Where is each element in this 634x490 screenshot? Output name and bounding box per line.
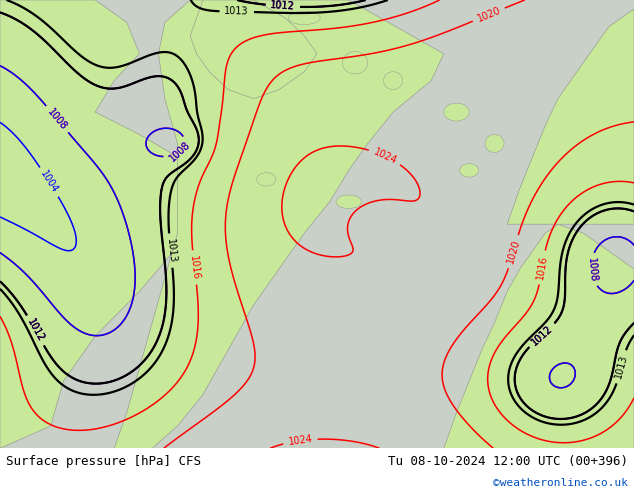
Text: ©weatheronline.co.uk: ©weatheronline.co.uk: [493, 477, 628, 488]
Text: 1008: 1008: [46, 106, 69, 132]
Text: 1024: 1024: [287, 434, 313, 447]
Text: 1008: 1008: [586, 257, 598, 282]
Text: 1012: 1012: [270, 0, 295, 12]
Text: 1008: 1008: [46, 106, 69, 132]
Text: 1012: 1012: [529, 323, 554, 347]
Ellipse shape: [342, 51, 368, 74]
Text: 1008: 1008: [586, 257, 598, 282]
Text: 1012: 1012: [25, 317, 46, 343]
Text: 1012: 1012: [529, 323, 554, 347]
Text: 1012: 1012: [270, 0, 295, 12]
Polygon shape: [0, 0, 190, 448]
Text: 1013: 1013: [224, 6, 249, 17]
Ellipse shape: [384, 72, 403, 90]
Text: Tu 08-10-2024 12:00 UTC (00+396): Tu 08-10-2024 12:00 UTC (00+396): [387, 455, 628, 468]
Text: 1012: 1012: [529, 323, 554, 347]
Text: 1020: 1020: [476, 5, 502, 24]
Polygon shape: [507, 9, 634, 224]
Text: 1016: 1016: [535, 254, 549, 280]
Text: 1020: 1020: [505, 239, 522, 265]
Text: 1024: 1024: [372, 147, 398, 166]
Ellipse shape: [257, 172, 276, 186]
Text: 1008: 1008: [167, 140, 192, 164]
Text: 1016: 1016: [188, 255, 201, 280]
Ellipse shape: [336, 195, 361, 208]
Text: 1013: 1013: [613, 354, 630, 380]
Text: 1013: 1013: [164, 238, 177, 263]
Ellipse shape: [444, 103, 469, 121]
Text: 1012: 1012: [25, 317, 46, 343]
Ellipse shape: [288, 11, 320, 24]
Text: 1004: 1004: [39, 169, 60, 195]
Text: 1012: 1012: [270, 0, 295, 12]
Polygon shape: [444, 224, 634, 448]
Polygon shape: [114, 0, 444, 448]
Text: Surface pressure [hPa] CFS: Surface pressure [hPa] CFS: [6, 455, 202, 468]
Ellipse shape: [460, 164, 479, 177]
Text: 1012: 1012: [25, 317, 46, 343]
Polygon shape: [190, 0, 317, 98]
Text: 1008: 1008: [167, 140, 192, 164]
Ellipse shape: [485, 135, 504, 152]
